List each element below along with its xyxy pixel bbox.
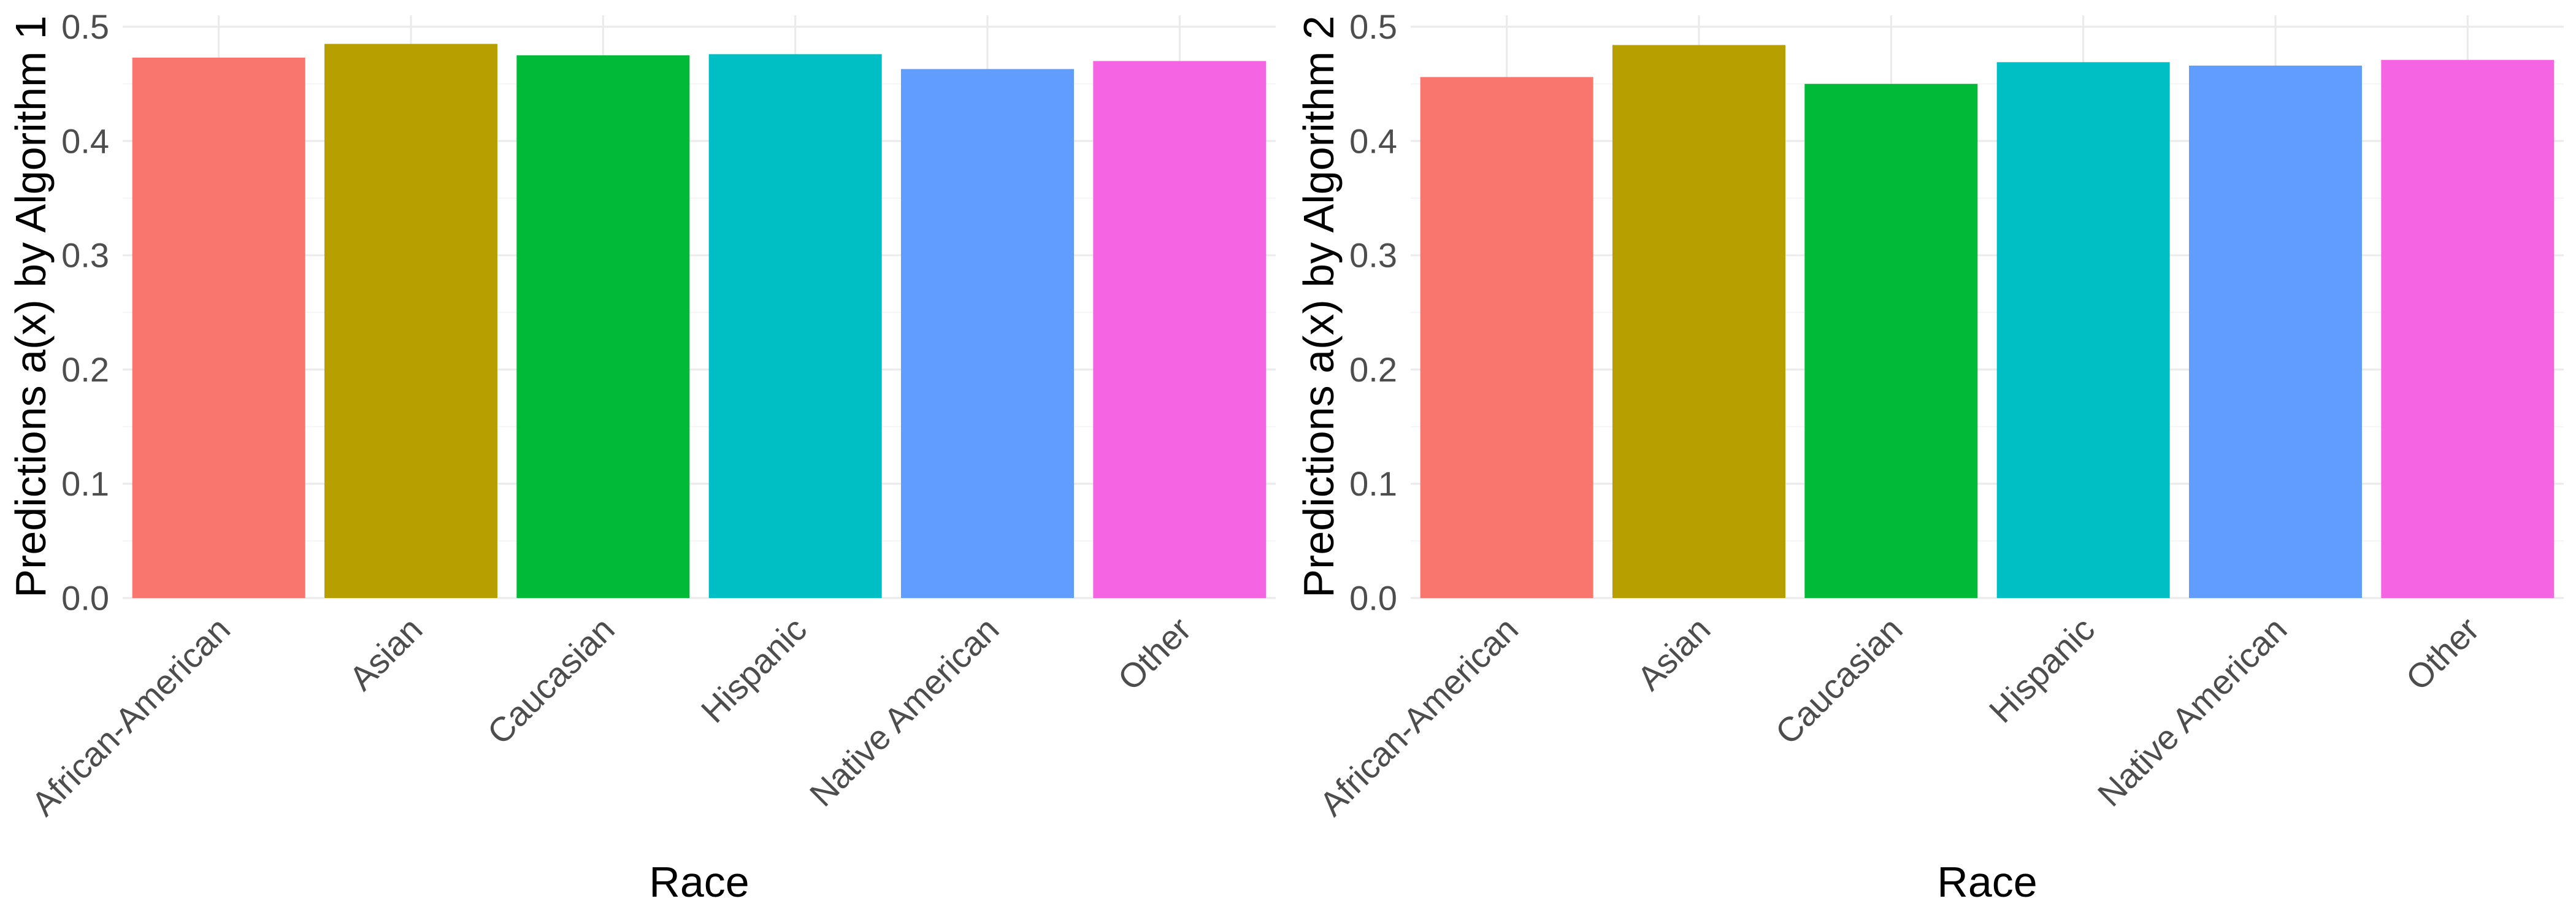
bar-caucasian [516,55,690,599]
x-axis-title: Race [649,858,749,906]
y-tick-label: 0.4 [61,121,109,160]
y-tick-label: 0.5 [1349,7,1397,46]
x-tick-label: Native American [802,610,1006,814]
chart-panel-1: 0.0 0.1 0.2 0.3 0.4 0.5 African-American Asian C… [7,7,1276,906]
y-tick-label: 0.4 [1349,121,1397,160]
x-tick-label: African-American [1312,610,1525,823]
y-tick-label: 0.0 [1349,579,1397,618]
bar-asian [1612,45,1785,598]
x-tick-label: Asian [342,610,430,698]
x-axis-title: Race [1937,858,2037,906]
bar-hispanic [708,54,882,599]
y-tick-label: 0.2 [61,350,109,389]
x-tick-label: Caucasian [480,610,622,752]
x-tick-label: Caucasian [1768,610,1910,752]
bar-african-american [132,57,305,598]
bar-native-american [901,69,1074,599]
bar-other [2381,59,2555,599]
y-tick-label: 0.3 [1349,236,1397,275]
bar-asian [324,44,497,599]
x-tick-label: Other [2398,610,2486,698]
bar-hispanic [1996,62,2170,598]
x-tick-label: Hispanic [1982,610,2102,730]
x-tick-label: Native American [2090,610,2294,814]
y-axis-title: Predictions a(x) by Algorithm 1 [7,15,55,597]
x-tick-label: Asian [1630,610,1718,698]
y-tick-label: 0.5 [61,7,109,46]
y-tick-label: 0.3 [61,236,109,275]
x-tick-label: African-American [24,610,237,823]
y-tick-label: 0.1 [1349,464,1397,503]
x-tick-label: Other [1110,610,1198,698]
y-tick-label: 0.0 [61,579,109,618]
chart-panel-2: 0.0 0.1 0.2 0.3 0.4 0.5 African-American Asian C… [1295,7,2564,906]
bar-caucasian [1804,83,1978,598]
y-tick-label: 0.1 [61,464,109,503]
bar-native-american [2189,65,2362,598]
bar-african-american [1420,77,1593,598]
x-tick-label: Hispanic [694,610,814,730]
bar-other [1093,61,1267,598]
y-axis-title: Predictions a(x) by Algorithm 2 [1295,15,1343,597]
y-tick-label: 0.2 [1349,350,1397,389]
